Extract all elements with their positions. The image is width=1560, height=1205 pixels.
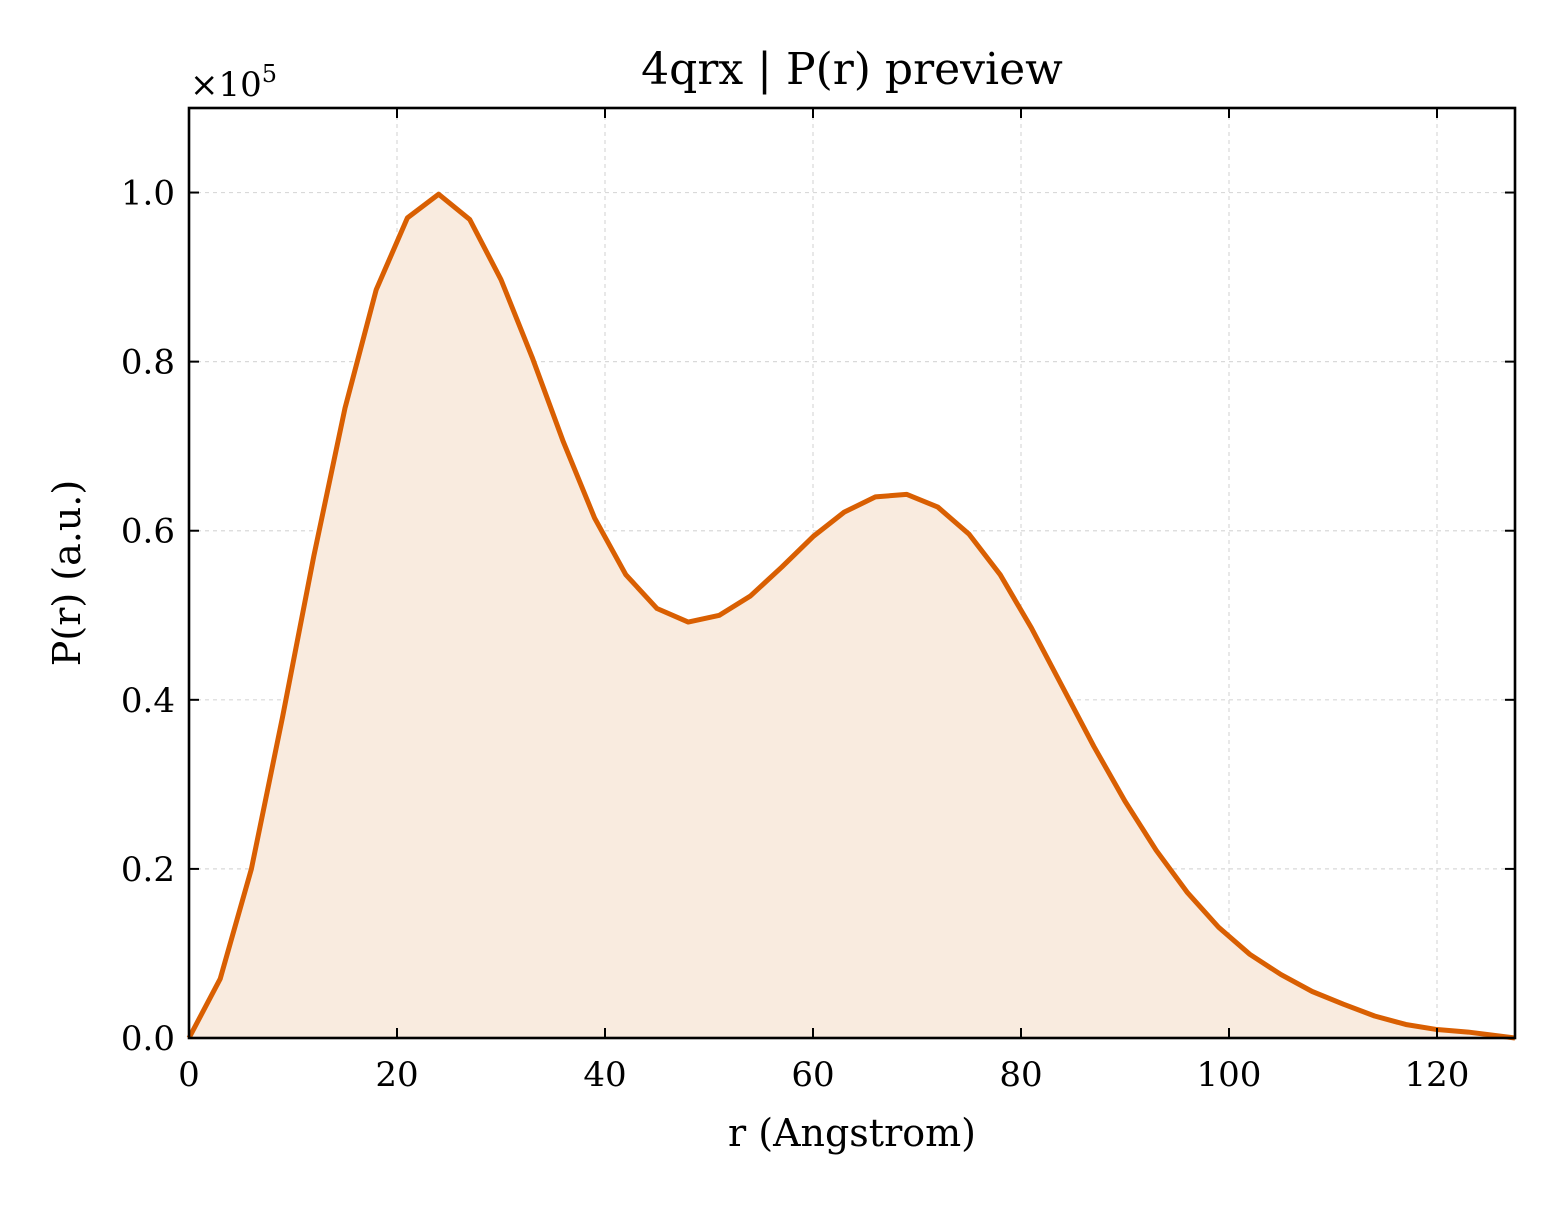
y-tick-label: 0.2	[121, 850, 175, 890]
y-tick-label: 0.0	[121, 1019, 175, 1059]
y-axis-label: P(r) (a.u.)	[45, 480, 89, 666]
y-tick-label: 0.8	[121, 343, 175, 383]
y-multiplier-base: ×10	[190, 65, 262, 105]
x-tick-label: 40	[583, 1055, 626, 1095]
y-tick-label: 1.0	[121, 174, 175, 214]
y-tick-label: 0.6	[121, 512, 175, 552]
plot-frame	[187, 106, 1517, 1040]
y-axis-multiplier: ×105	[190, 60, 277, 105]
ticks: 0 20 40 60 80 100 120 0.0 0.2 0.4 0.6 0.8 1.0	[121, 108, 1515, 1095]
pr-series-line	[186, 191, 1516, 1041]
pr-area-fill	[189, 194, 1515, 1039]
x-tick-label: 100	[1197, 1055, 1262, 1095]
x-tick-label: 80	[999, 1055, 1042, 1095]
x-axis-label: r (Angstrom)	[728, 1111, 976, 1155]
x-tick-label: 120	[1405, 1055, 1470, 1095]
y-tick-label: 0.4	[121, 681, 175, 721]
chart-title: 4qrx | P(r) preview	[641, 44, 1063, 95]
x-tick-label: 60	[791, 1055, 834, 1095]
x-tick-label: 0	[178, 1055, 200, 1095]
x-tick-label: 20	[375, 1055, 418, 1095]
y-multiplier-exponent: 5	[262, 60, 277, 88]
